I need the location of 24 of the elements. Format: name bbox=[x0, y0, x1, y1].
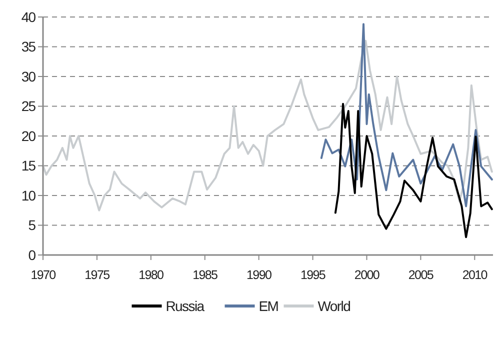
y-tick-label: 40 bbox=[21, 8, 36, 25]
x-tick-label: 1980 bbox=[138, 268, 164, 282]
x-tick-label: 2010 bbox=[462, 268, 488, 282]
line-series bbox=[334, 102, 493, 238]
x-tick-label: 1975 bbox=[84, 268, 110, 282]
y-tick-label: 25 bbox=[21, 98, 36, 114]
y-tick-label: 15 bbox=[21, 158, 36, 174]
y-tick-label: 5 bbox=[28, 217, 36, 234]
y-tick-label: 0 bbox=[28, 246, 36, 263]
y-tick-label: 30 bbox=[21, 68, 36, 84]
legend-label: Russia bbox=[166, 298, 205, 314]
y-tick-label: 10 bbox=[21, 187, 36, 204]
x-tick-label: 2000 bbox=[354, 268, 380, 282]
y-tick-label: 20 bbox=[21, 128, 36, 144]
x-tick-label: 2005 bbox=[408, 268, 434, 282]
y-tick-label: 35 bbox=[21, 38, 36, 55]
x-tick-label: 1985 bbox=[192, 268, 218, 282]
legend-label: World bbox=[318, 298, 350, 314]
legend-label: EM bbox=[258, 298, 278, 314]
line-series bbox=[42, 40, 493, 212]
x-tick-label: 1970 bbox=[30, 268, 56, 282]
line-series bbox=[320, 23, 493, 208]
x-tick-label: 1995 bbox=[300, 268, 326, 282]
x-tick-label: 1990 bbox=[246, 268, 272, 282]
